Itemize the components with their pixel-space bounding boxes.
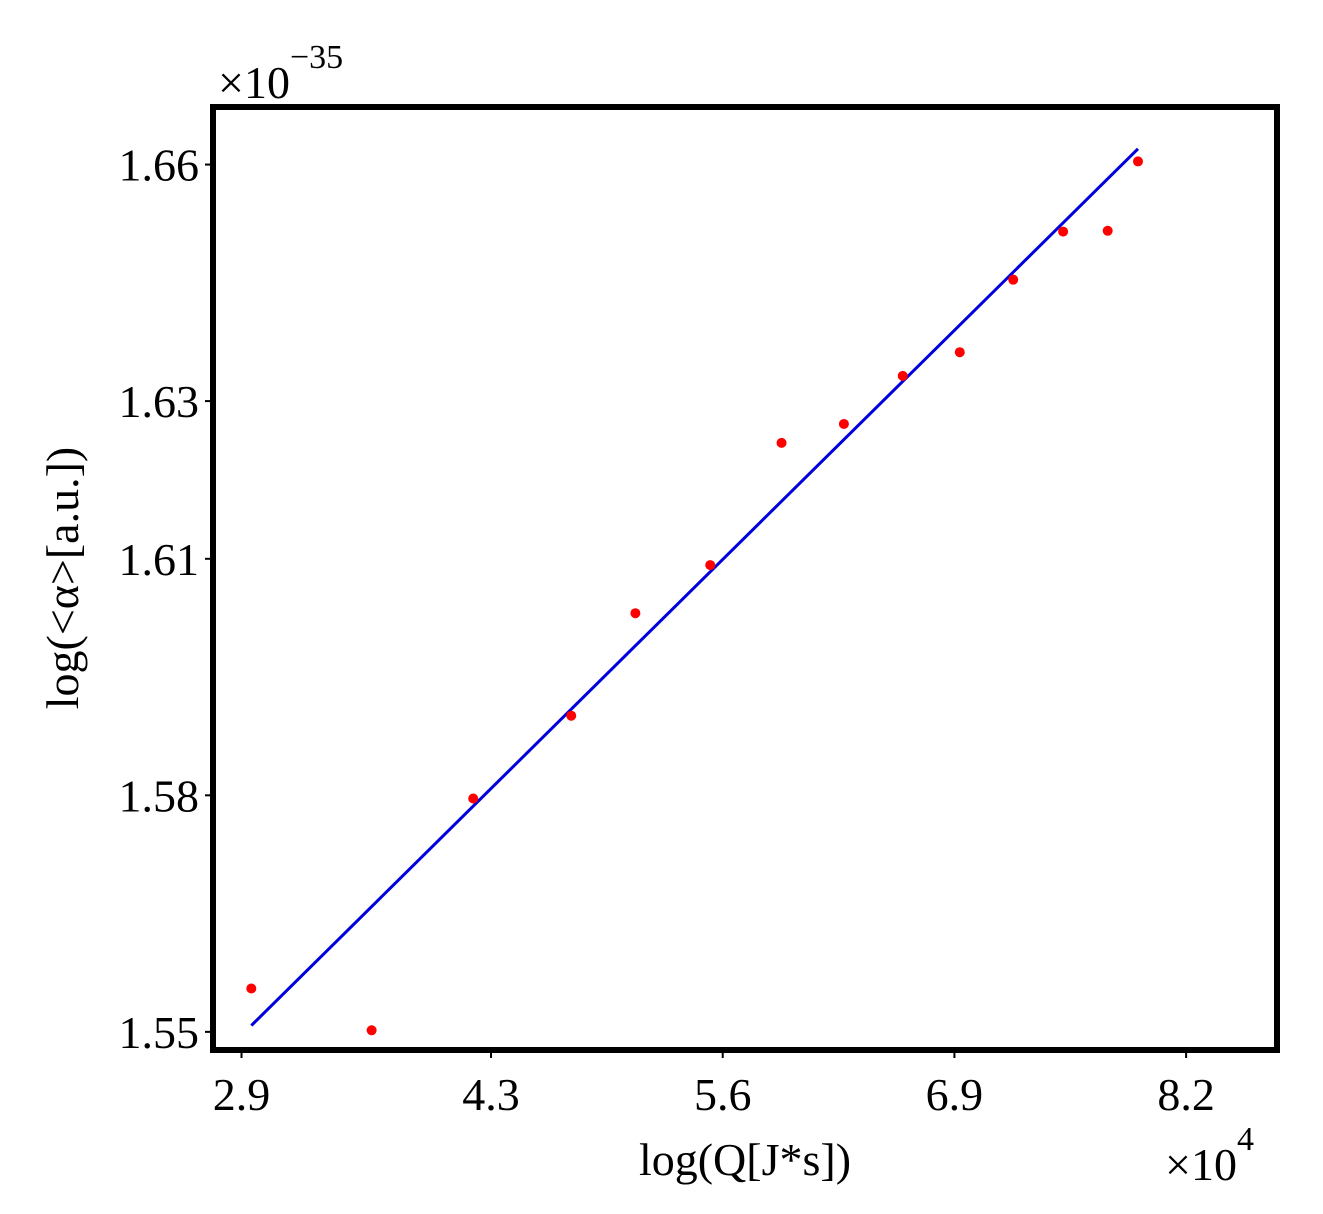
data-point-6 <box>705 560 716 571</box>
data-point-2 <box>366 1025 377 1036</box>
data-point-13 <box>1102 225 1113 236</box>
data-point-11 <box>1008 274 1019 285</box>
data-point-12 <box>1058 226 1069 237</box>
data-point-14 <box>1132 156 1143 167</box>
data-point-1 <box>246 983 257 994</box>
y-tick-label-5: 1.66 <box>119 140 200 191</box>
x-tick-label-2: 4.3 <box>462 1069 520 1120</box>
y-tick-label-3: 1.61 <box>119 534 200 585</box>
x-multiplier: ×104 <box>1165 1121 1254 1190</box>
x-multiplier-exponent: 4 <box>1237 1121 1254 1158</box>
data-point-8 <box>838 418 849 429</box>
y-multiplier: ×10−35 <box>218 39 343 108</box>
y-tick-label-1: 1.55 <box>119 1007 200 1058</box>
x-multiplier-base: ×10 <box>1165 1139 1237 1190</box>
x-tick-label-4: 6.9 <box>926 1069 984 1120</box>
data-point-9 <box>897 370 908 381</box>
y-tick-label-4: 1.63 <box>119 376 200 427</box>
fit-line <box>250 147 1140 1027</box>
data-point-10 <box>954 347 965 358</box>
fit-line-layer <box>250 147 1140 1027</box>
x-axis-ticks: 2.9 4.3 5.6 6.9 8.2 <box>213 1050 1215 1120</box>
x-tick-label-5: 8.2 <box>1157 1069 1215 1120</box>
data-point-7 <box>776 437 787 448</box>
y-axis-label: log(<α>[a.u.]) <box>37 447 88 709</box>
x-tick-label-1: 2.9 <box>213 1069 271 1120</box>
x-tick-label-3: 5.6 <box>694 1069 752 1120</box>
data-point-5 <box>630 608 641 619</box>
y-multiplier-base: ×10 <box>218 57 290 108</box>
y-axis-ticks: 1.55 1.58 1.61 1.63 1.66 <box>119 140 213 1058</box>
data-point-4 <box>566 710 577 721</box>
data-point-3 <box>468 793 479 804</box>
y-tick-label-2: 1.58 <box>119 770 200 821</box>
data-points-layer <box>246 156 1143 1036</box>
x-axis-label: log(Q[J*s]) <box>639 1134 851 1185</box>
plot-frame <box>210 104 1280 1053</box>
y-multiplier-exponent: −35 <box>290 39 343 76</box>
